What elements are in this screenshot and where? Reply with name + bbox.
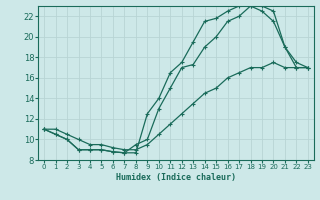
X-axis label: Humidex (Indice chaleur): Humidex (Indice chaleur) (116, 173, 236, 182)
